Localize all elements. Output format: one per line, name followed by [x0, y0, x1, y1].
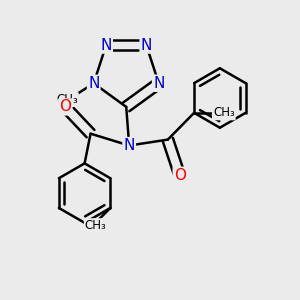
Text: CH₃: CH₃	[213, 106, 235, 119]
Text: O: O	[59, 99, 71, 114]
Text: N: N	[141, 38, 152, 52]
Text: CH₃: CH₃	[56, 93, 78, 106]
Text: N: N	[100, 38, 112, 52]
Text: O: O	[174, 168, 186, 183]
Text: N: N	[124, 138, 135, 153]
Text: CH₃: CH₃	[85, 219, 106, 232]
Text: N: N	[88, 76, 99, 91]
Text: N: N	[153, 76, 164, 91]
